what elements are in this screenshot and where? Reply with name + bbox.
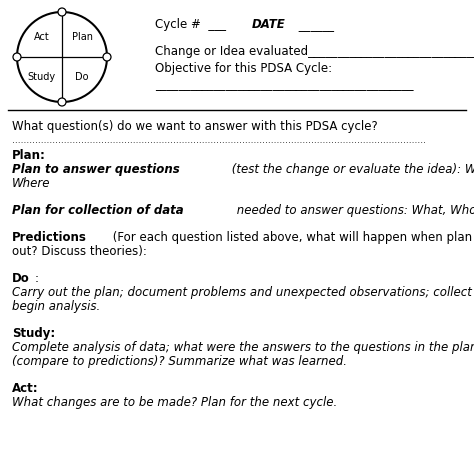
Text: begin analysis.: begin analysis. — [12, 300, 100, 313]
Text: Where: Where — [12, 177, 51, 190]
Circle shape — [58, 98, 66, 106]
Text: Plan:: Plan: — [12, 149, 46, 162]
Text: Objective for this PDSA Cycle:: Objective for this PDSA Cycle: — [155, 62, 332, 75]
Text: Study: Study — [27, 72, 56, 82]
Text: DATE: DATE — [251, 18, 285, 31]
Text: What changes are to be made? Plan for the next cycle.: What changes are to be made? Plan for th… — [12, 396, 337, 409]
Text: ______: ______ — [295, 18, 334, 31]
Text: Act: Act — [34, 32, 50, 42]
Text: (compare to predictions)? Summarize what was learned.: (compare to predictions)? Summarize what… — [12, 355, 347, 368]
Text: ................................................................................: ........................................… — [12, 136, 426, 145]
Text: Carry out the plan; document problems and unexpected observations; collect data : Carry out the plan; document problems an… — [12, 286, 474, 299]
Text: Study:: Study: — [12, 327, 55, 340]
Text: Predictions: Predictions — [12, 231, 87, 244]
Text: Change or Idea evaluated________________________________: Change or Idea evaluated________________… — [155, 45, 474, 58]
Text: What question(s) do we want to answer with this PDSA cycle?: What question(s) do we want to answer wi… — [12, 120, 378, 133]
Text: needed to answer questions: What, Who, When, Where: needed to answer questions: What, Who, W… — [234, 204, 474, 217]
Text: Complete analysis of data; what were the answers to the questions in the plan: Complete analysis of data; what were the… — [12, 341, 474, 354]
Circle shape — [58, 8, 66, 16]
Text: ____________________________________________: ________________________________________… — [155, 78, 413, 91]
Circle shape — [13, 53, 21, 61]
Text: Do: Do — [75, 72, 89, 82]
Circle shape — [103, 53, 111, 61]
Text: Plan for collection of data: Plan for collection of data — [12, 204, 183, 217]
Text: (For each question listed above, what will happen when plan is carried: (For each question listed above, what wi… — [109, 231, 474, 244]
Text: out? Discuss theories):: out? Discuss theories): — [12, 245, 147, 258]
Text: Do: Do — [12, 272, 30, 285]
Text: Plan: Plan — [72, 32, 93, 42]
Text: Cycle #  ___: Cycle # ___ — [155, 18, 230, 31]
Text: :: : — [35, 272, 39, 285]
Text: (test the change or evaluate the idea): What, Who, When,: (test the change or evaluate the idea): … — [228, 163, 474, 176]
Text: Act:: Act: — [12, 382, 38, 395]
Text: Plan to answer questions: Plan to answer questions — [12, 163, 180, 176]
